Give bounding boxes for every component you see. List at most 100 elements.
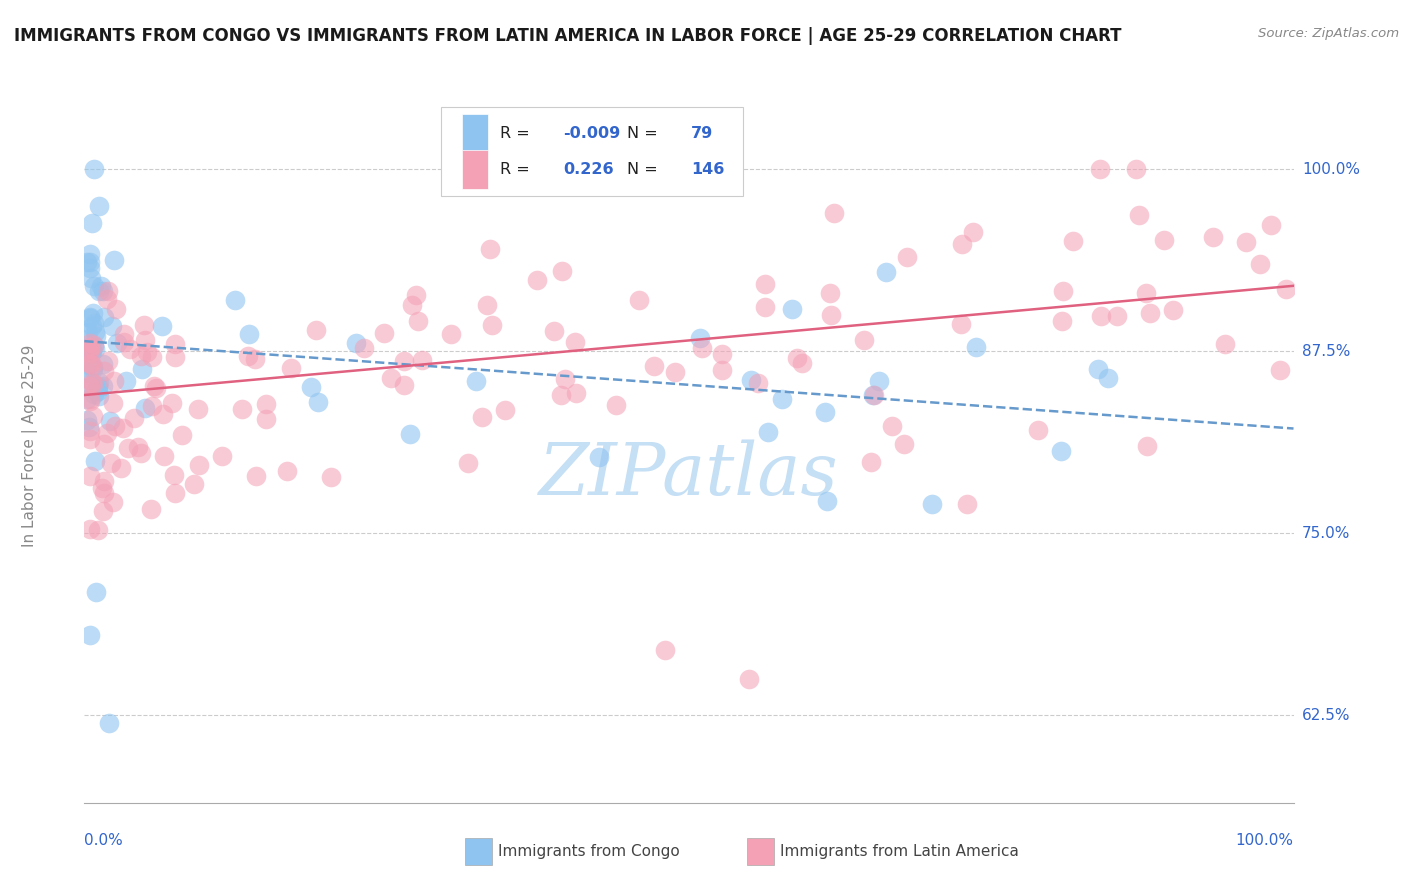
Point bbox=[76, 254, 98, 268]
Point bbox=[299, 380, 322, 394]
Point bbox=[79, 424, 101, 438]
Point bbox=[373, 326, 395, 341]
Point bbox=[82, 306, 104, 320]
Text: 0.0%: 0.0% bbox=[84, 833, 124, 848]
Point bbox=[479, 242, 502, 256]
Point bbox=[80, 343, 103, 358]
Point bbox=[186, 402, 208, 417]
Text: 79: 79 bbox=[692, 126, 714, 141]
Point bbox=[477, 298, 499, 312]
Point bbox=[76, 332, 98, 346]
Point bbox=[643, 359, 665, 373]
Point bbox=[962, 225, 984, 239]
Point bbox=[134, 318, 156, 333]
Point bbox=[1234, 235, 1257, 249]
Point bbox=[747, 376, 769, 390]
Point bbox=[1260, 219, 1282, 233]
Point bbox=[96, 292, 118, 306]
Point bbox=[1088, 162, 1111, 177]
Point bbox=[79, 628, 101, 642]
Point bbox=[103, 495, 125, 509]
Point bbox=[76, 347, 98, 361]
Point bbox=[411, 353, 433, 368]
Point bbox=[754, 277, 776, 291]
Point bbox=[1128, 208, 1150, 222]
Text: 0.226: 0.226 bbox=[564, 162, 614, 178]
Text: N =: N = bbox=[627, 162, 658, 178]
Point bbox=[862, 388, 884, 402]
Point bbox=[554, 372, 576, 386]
Point bbox=[188, 458, 211, 472]
Point bbox=[83, 162, 105, 177]
Point bbox=[392, 354, 415, 368]
Point bbox=[84, 329, 107, 343]
Point bbox=[84, 325, 107, 339]
Point bbox=[319, 470, 342, 484]
Point bbox=[91, 357, 114, 371]
Point bbox=[236, 349, 259, 363]
Point bbox=[754, 300, 776, 314]
Point bbox=[79, 432, 101, 446]
Point bbox=[141, 350, 163, 364]
Point bbox=[238, 327, 260, 342]
Point bbox=[93, 474, 115, 488]
Point bbox=[112, 334, 135, 349]
Point bbox=[97, 353, 120, 368]
Point bbox=[254, 397, 277, 411]
Point bbox=[740, 374, 762, 388]
Point bbox=[392, 378, 415, 392]
Point bbox=[780, 301, 803, 316]
Point bbox=[93, 310, 115, 324]
Point bbox=[79, 392, 101, 406]
Point bbox=[100, 456, 122, 470]
Point bbox=[1052, 284, 1074, 298]
Point bbox=[772, 392, 794, 406]
Point bbox=[1135, 285, 1157, 300]
Point bbox=[82, 409, 104, 423]
Point bbox=[353, 341, 375, 355]
Text: Source: ZipAtlas.com: Source: ZipAtlas.com bbox=[1258, 27, 1399, 40]
Point bbox=[112, 327, 135, 342]
Point bbox=[76, 392, 98, 407]
Point bbox=[853, 333, 876, 347]
Point bbox=[134, 334, 156, 348]
Point bbox=[882, 419, 904, 434]
Point bbox=[254, 412, 277, 426]
FancyBboxPatch shape bbox=[747, 838, 773, 865]
Point bbox=[710, 363, 733, 377]
Point bbox=[1274, 282, 1296, 296]
Point bbox=[893, 436, 915, 450]
Point bbox=[142, 378, 165, 392]
Point bbox=[87, 523, 110, 537]
Point bbox=[163, 486, 186, 500]
Text: N =: N = bbox=[627, 126, 658, 141]
Point bbox=[134, 401, 156, 415]
Point bbox=[96, 426, 118, 441]
Point bbox=[90, 481, 112, 495]
Point bbox=[1153, 233, 1175, 247]
Point bbox=[79, 342, 101, 356]
Point bbox=[86, 584, 108, 599]
Point bbox=[1249, 256, 1271, 270]
Point bbox=[82, 362, 104, 376]
Point bbox=[1062, 234, 1084, 248]
Point bbox=[163, 467, 186, 482]
Point bbox=[627, 293, 650, 308]
Point bbox=[245, 469, 267, 483]
Point bbox=[110, 461, 132, 475]
FancyBboxPatch shape bbox=[461, 150, 488, 189]
Point bbox=[408, 314, 430, 328]
Point bbox=[91, 284, 114, 298]
Point bbox=[401, 298, 423, 312]
Text: 87.5%: 87.5% bbox=[1302, 343, 1350, 359]
Text: In Labor Force | Age 25-29: In Labor Force | Age 25-29 bbox=[22, 345, 38, 547]
Point bbox=[129, 446, 152, 460]
Point bbox=[79, 358, 101, 372]
Point bbox=[307, 395, 329, 409]
Point bbox=[1097, 371, 1119, 385]
Point bbox=[405, 288, 427, 302]
Point bbox=[689, 331, 711, 345]
Point bbox=[141, 400, 163, 414]
Point bbox=[868, 374, 890, 388]
Point bbox=[93, 364, 115, 378]
